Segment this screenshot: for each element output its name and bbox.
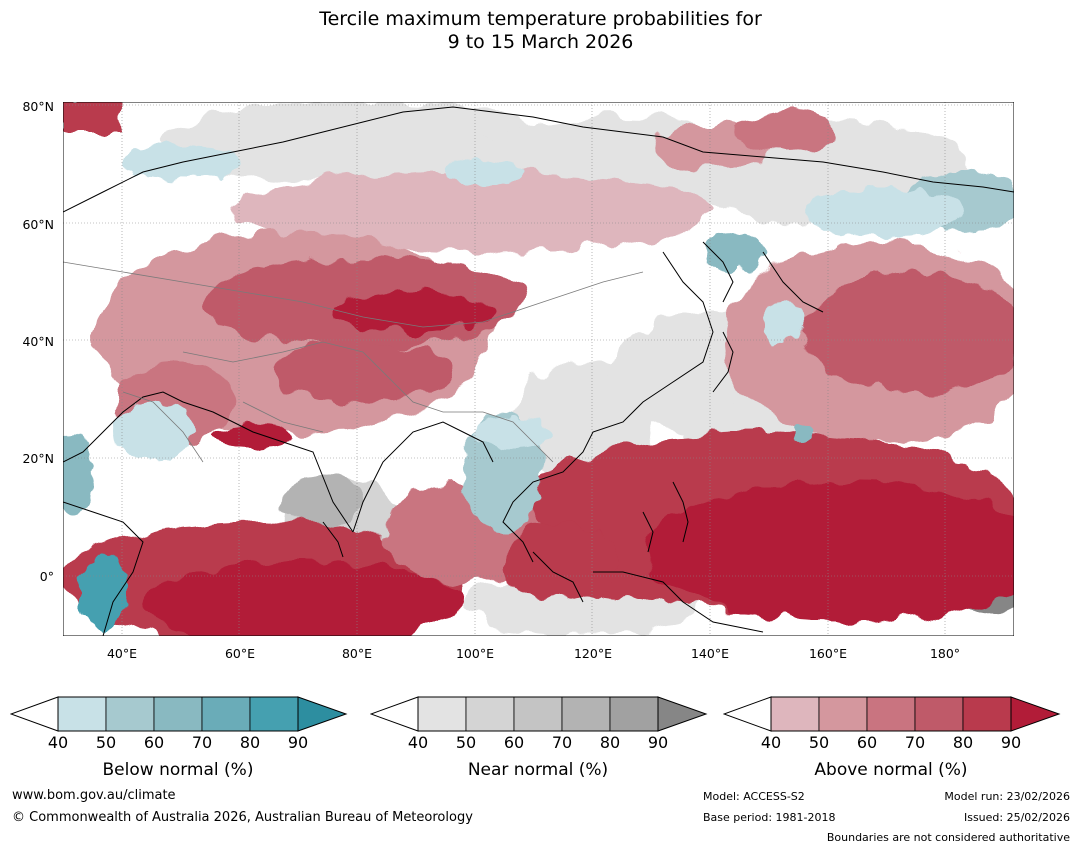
cbar-near-segment-5 (609, 696, 659, 732)
lon-label-180: 180° (929, 646, 961, 661)
lon-label-80e: 80°E (341, 646, 373, 661)
cbar-near-segment-1 (417, 696, 467, 732)
base-period: Base period: 1981-2018 (703, 811, 836, 824)
boundaries (63, 261, 644, 463)
cbar-below-tick: 90 (287, 733, 309, 752)
cbar-below-max-arrow (297, 696, 348, 732)
cbar-above-min-arrow (723, 696, 772, 732)
cbar-above-tick: 80 (952, 733, 974, 752)
lon-label-100e: 100°E (455, 646, 494, 661)
cbar-near-tick: 50 (455, 733, 477, 752)
cbar-below-tick: 80 (239, 733, 261, 752)
probability-map (63, 102, 1014, 636)
lat-label-40n: 40°N (22, 334, 54, 349)
model-name: Model: ACCESS-S2 (703, 790, 805, 803)
cbar-near-segment-3 (513, 696, 563, 732)
cbar-below-segment-5 (249, 696, 299, 732)
issued-date: Issued: 25/02/2026 (963, 811, 1070, 824)
cbar-above-segment-4 (914, 696, 964, 732)
cbar-below-tick: 70 (191, 733, 213, 752)
cbar-below-tick: 50 (95, 733, 117, 752)
cbar-near-segment-2 (465, 696, 515, 732)
coastlines (63, 106, 1014, 636)
lon-label-120e: 120°E (573, 646, 612, 661)
lon-label-40e: 40°E (106, 646, 138, 661)
cbar-above-tick: 60 (856, 733, 878, 752)
cbar-near-tick: 90 (647, 733, 669, 752)
cbar-below-label: Below normal (%) (102, 760, 254, 780)
cbar-below-segment-2 (105, 696, 155, 732)
chart-title: Tercile maximum temperature probabilitie… (0, 8, 1081, 54)
cbar-above-segment-2 (818, 696, 868, 732)
lat-label-60n: 60°N (22, 217, 54, 232)
cbar-above-tick: 70 (904, 733, 926, 752)
cbar-near-tick: 60 (503, 733, 525, 752)
cbar-above-segment-3 (866, 696, 916, 732)
cbar-below-tick: 60 (143, 733, 165, 752)
cbar-below-tick: 40 (47, 733, 69, 752)
lat-label-20n: 20°N (22, 451, 54, 466)
colorbar-above-normal (723, 696, 1061, 732)
cbar-near-segment-4 (561, 696, 611, 732)
map-gridlines (63, 102, 1014, 636)
lon-label-140e: 140°E (690, 646, 729, 661)
cbar-above-tick: 90 (1000, 733, 1022, 752)
boundaries-disclaimer: Boundaries are not considered authoritat… (826, 831, 1070, 844)
cbar-near-tick: 80 (599, 733, 621, 752)
title-line-1: Tercile maximum temperature probabilitie… (319, 8, 762, 30)
cbar-below-segment-3 (153, 696, 203, 732)
copyright-text: © Commonwealth of Australia 2026, Austra… (12, 810, 473, 825)
lat-label-80n: 80°N (22, 99, 54, 114)
cbar-above-segment-1 (770, 696, 820, 732)
colorbar-near-normal (370, 696, 708, 732)
cbar-near-tick: 70 (551, 733, 573, 752)
cbar-above-segment-5 (962, 696, 1012, 732)
cbar-above-label: Above normal (%) (814, 760, 968, 780)
website-link[interactable]: www.bom.gov.au/climate (12, 788, 176, 803)
cbar-near-tick: 40 (407, 733, 429, 752)
lat-label-equator: 0° (39, 569, 54, 584)
colorbar-below-normal (10, 696, 348, 732)
model-run-date: Model run: 23/02/2026 (944, 790, 1070, 803)
cbar-below-segment-4 (201, 696, 251, 732)
cbar-above-tick: 50 (808, 733, 830, 752)
above-normal-regions (63, 102, 1014, 636)
lon-label-60e: 60°E (224, 646, 256, 661)
cbar-near-min-arrow (370, 696, 419, 732)
title-line-2: 9 to 15 March 2026 (447, 31, 634, 53)
cbar-below-segment-1 (57, 696, 107, 732)
cbar-above-max-arrow (1010, 696, 1061, 732)
cbar-above-tick: 40 (760, 733, 782, 752)
lon-label-160e: 160°E (808, 646, 847, 661)
cbar-near-max-arrow (657, 696, 708, 732)
cbar-below-min-arrow (10, 696, 59, 732)
cbar-near-label: Near normal (%) (467, 760, 609, 780)
